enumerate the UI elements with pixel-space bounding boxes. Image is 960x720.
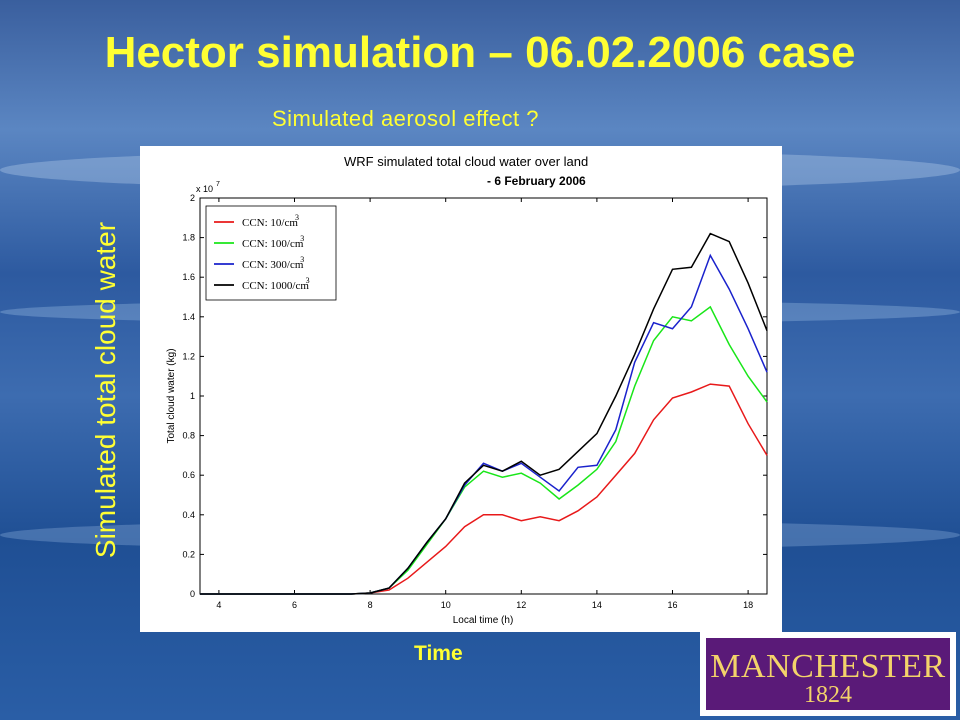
x-tick-label: 6 xyxy=(292,600,297,610)
x-axis-label: Local time (h) xyxy=(453,615,514,626)
chart-title: WRF simulated total cloud water over lan… xyxy=(344,154,588,169)
series-line xyxy=(200,253,768,595)
series-line xyxy=(200,383,768,595)
legend-label: CCN: 10/cm xyxy=(242,217,298,229)
slide-title: Hector simulation – 06.02.2006 case xyxy=(104,28,856,77)
x-tick-label: 8 xyxy=(368,600,373,610)
y-tick-label: 0 xyxy=(190,589,195,599)
y-axis-label: Total cloud water (kg) xyxy=(166,348,177,443)
y-tick-label: 2 xyxy=(190,193,195,203)
chart-subtitle: - 6 February 2006 xyxy=(487,174,586,188)
x-tick-label: 12 xyxy=(516,600,526,610)
legend-label: CCN: 1000/cm xyxy=(242,280,309,292)
legend-label-superscript: 3 xyxy=(295,213,299,222)
y-tick-label: 1.8 xyxy=(182,233,195,243)
series-line xyxy=(200,305,768,595)
y-multiplier: x 10 xyxy=(196,184,213,194)
slide-y-axis-title: Simulated total cloud water xyxy=(90,221,121,559)
y-tick-label: 1 xyxy=(190,391,195,401)
x-tick-label: 10 xyxy=(441,600,451,610)
legend-label-superscript: 3 xyxy=(306,276,310,285)
y-tick-label: 0.2 xyxy=(182,549,195,559)
logo-wordmark: MANCHESTER xyxy=(710,648,946,685)
legend-label-superscript: 3 xyxy=(300,255,304,264)
y-tick-label: 0.8 xyxy=(182,431,195,441)
y-tick-label: 1.4 xyxy=(182,312,195,322)
y-multiplier-exponent: 7 xyxy=(216,181,220,188)
legend-label: CCN: 300/cm xyxy=(242,259,304,271)
y-tick-label: 0.6 xyxy=(182,470,195,480)
slide-subtitle: Simulated aerosol effect ? xyxy=(272,106,539,131)
university-logo: MANCHESTER 1824 xyxy=(700,632,956,716)
series-line xyxy=(200,232,768,595)
slide-x-axis-title: Time xyxy=(414,642,463,665)
x-tick-label: 4 xyxy=(216,600,221,610)
logo-background: MANCHESTER 1824 xyxy=(706,638,950,710)
chart-panel: WRF simulated total cloud water over lan… xyxy=(140,146,782,632)
legend-label: CCN: 100/cm xyxy=(242,238,304,250)
x-tick-label: 14 xyxy=(592,600,602,610)
y-tick-label: 1.6 xyxy=(182,272,195,282)
line-chart: WRF simulated total cloud water over lan… xyxy=(166,154,768,626)
x-tick-label: 18 xyxy=(743,600,753,610)
plot-area: 0 0.2 0.4 0.6 0.8 1 1.2 1.4 1.6 1.8 2 4 6 8 10 12 14 16 18… xyxy=(182,193,768,610)
y-tick-label: 1.2 xyxy=(182,351,195,361)
legend-label-superscript: 3 xyxy=(300,234,304,243)
y-tick-label: 0.4 xyxy=(182,510,195,520)
x-tick-label: 16 xyxy=(667,600,677,610)
logo-year: 1824 xyxy=(804,682,852,708)
